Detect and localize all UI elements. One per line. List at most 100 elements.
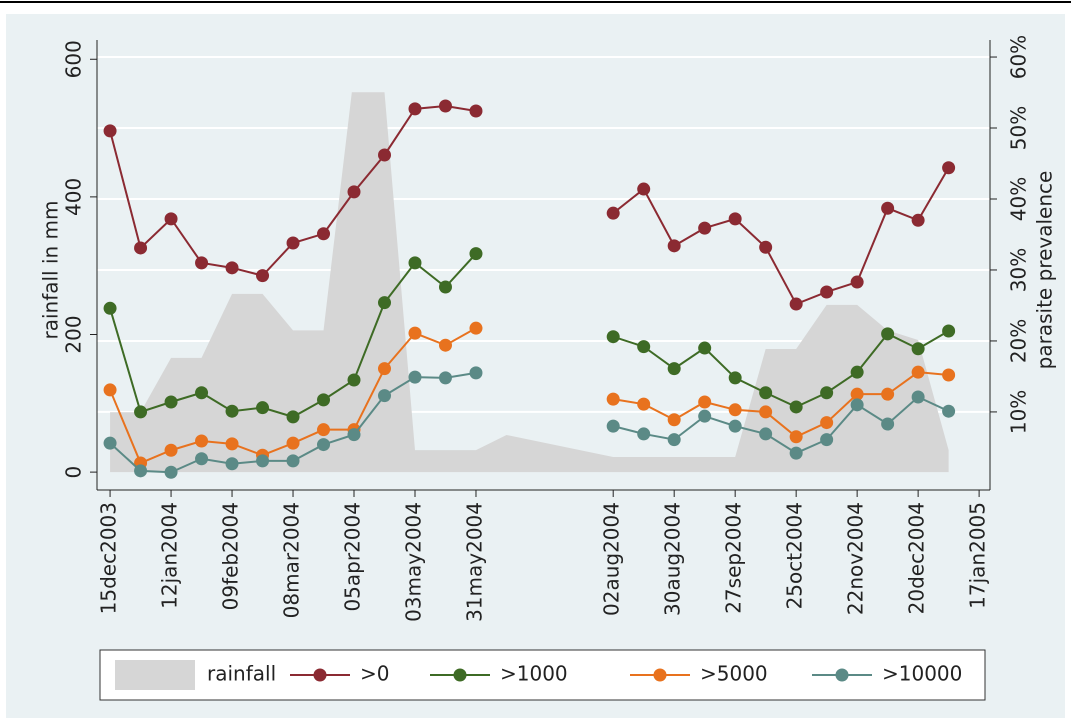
x-tick-label: 08mar2004 [280,502,304,618]
marker [469,366,483,380]
marker [942,161,956,175]
legend-marker [653,668,667,682]
marker [164,443,178,457]
marker [134,405,148,419]
x-tick-label: 03may2004 [401,502,425,622]
marker [850,275,864,289]
marker [728,371,742,385]
y2-tick-label: 50% [1007,106,1031,150]
marker [911,213,925,227]
marker [378,389,392,403]
legend-swatch [115,660,195,690]
x-tick-label: 22nov2004 [844,502,868,615]
marker [225,437,239,451]
x-tick-label: 30aug2004 [661,502,685,616]
marker [103,383,117,397]
marker [225,404,239,418]
marker [164,465,178,479]
marker [438,280,452,294]
marker [881,417,895,431]
marker [103,124,117,138]
rainfall-area [110,92,949,473]
marker [942,404,956,418]
marker [286,236,300,250]
marker [195,452,209,466]
x-tick-label: 17jan2005 [966,502,990,609]
marker [317,438,331,452]
legend-label: rainfall [207,662,276,686]
marker [408,370,422,384]
marker [942,324,956,338]
marker [667,413,681,427]
marker [286,410,300,424]
marker [317,423,331,437]
x-tick-label: 09feb2004 [219,502,243,610]
marker [438,338,452,352]
marker [408,326,422,340]
legend-label: >0 [360,662,389,686]
marker [850,398,864,412]
marker [225,261,239,275]
marker [225,457,239,471]
x-tick-label: 27sep2004 [722,502,746,614]
marker [698,221,712,235]
marker [438,99,452,113]
legend-label: >1000 [500,662,568,686]
marker [637,427,651,441]
marker [789,297,803,311]
marker [469,321,483,335]
marker [637,397,651,411]
x-tick-label: 20dec2004 [905,502,929,614]
marker [317,227,331,241]
marker [698,395,712,409]
marker [438,371,452,385]
marker [408,256,422,270]
marker [256,269,270,283]
y-tick-label: 0 [62,466,86,479]
marker [820,416,834,430]
legend-marker [453,668,467,682]
marker [606,392,620,406]
marker [103,301,117,315]
x-tick-label: 31may2004 [462,502,486,622]
marker [667,362,681,376]
marker [606,206,620,220]
marker [911,342,925,356]
marker [378,148,392,162]
marker [881,387,895,401]
marker [286,436,300,450]
marker [759,405,773,419]
marker [134,464,148,478]
marker [637,182,651,196]
marker [850,365,864,379]
marker [103,436,117,450]
marker [606,330,620,344]
y2-tick-label: 40% [1007,177,1031,221]
marker [942,368,956,382]
marker [347,428,361,442]
marker [728,403,742,417]
marker [789,430,803,444]
marker [789,400,803,414]
marker [820,285,834,299]
marker [759,240,773,254]
marker [286,454,300,468]
x-tick-label: 12jan2004 [158,502,182,609]
marker [820,386,834,400]
y2-axis-title: parasite prevalence [1033,171,1057,370]
marker [408,102,422,116]
y2-tick-label: 10% [1007,390,1031,434]
y-tick-label: 200 [62,315,86,353]
marker [134,241,148,255]
marker [667,239,681,253]
y-tick-label: 400 [62,178,86,216]
y2-tick-label: 60% [1007,35,1031,79]
marker [759,386,773,400]
legend-label: >5000 [700,662,768,686]
marker [698,409,712,423]
marker [637,340,651,354]
marker [195,434,209,448]
marker [195,386,209,400]
x-tick-label: 05apr2004 [341,502,365,612]
